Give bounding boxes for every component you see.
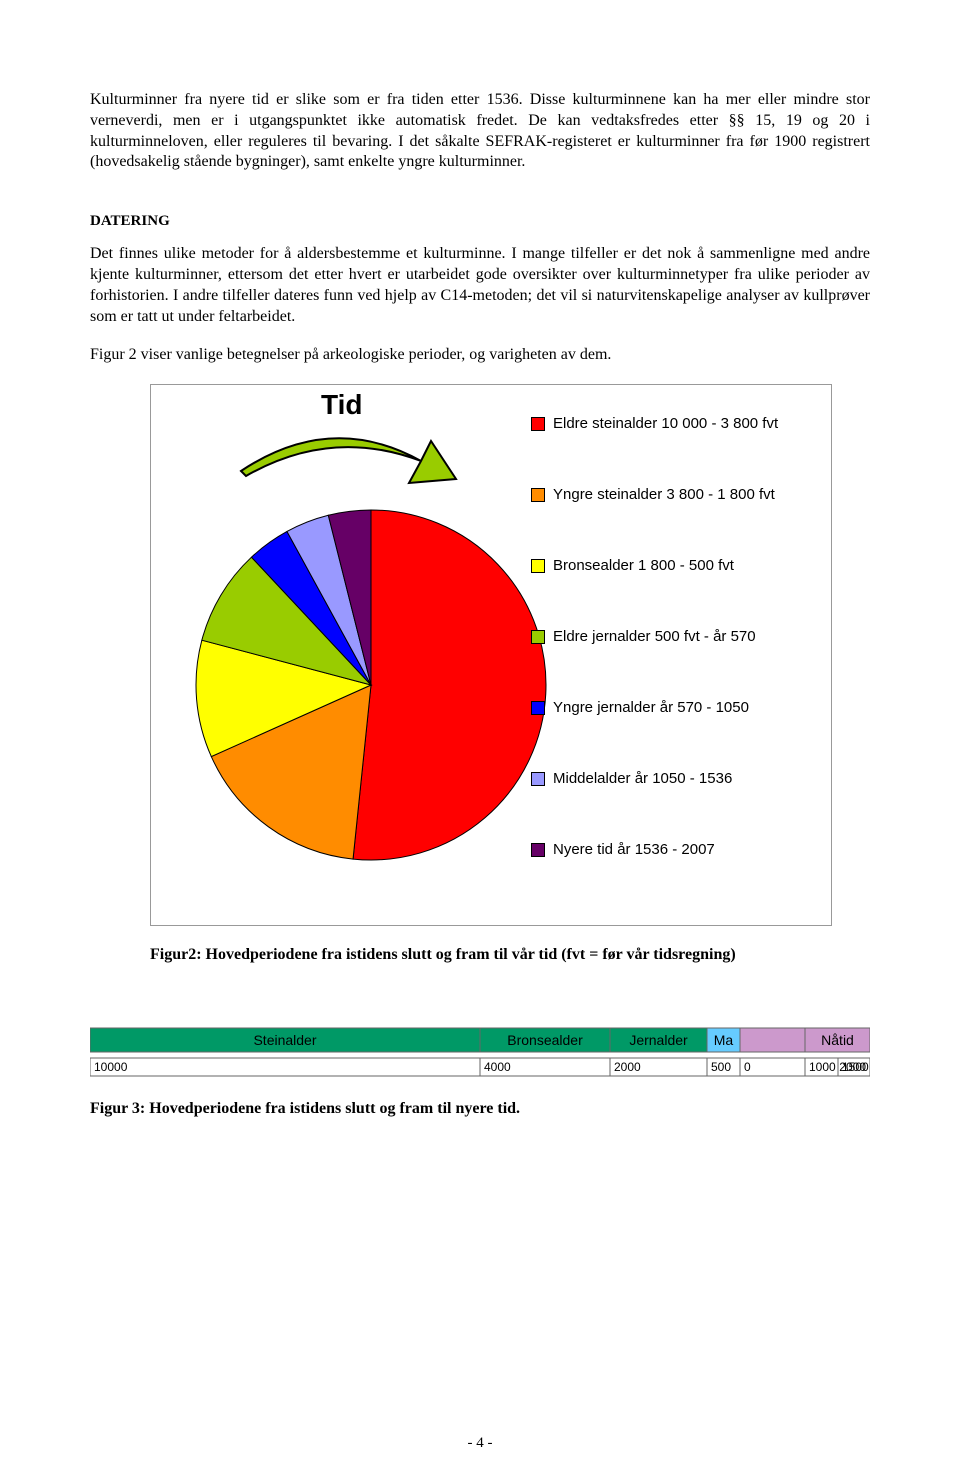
timeline-tick-label: 4000 — [484, 1060, 511, 1074]
timeline-tick-label: 0 — [744, 1060, 751, 1074]
legend-label: Yngre jernalder år 570 - 1050 — [553, 699, 749, 716]
legend-item: Yngre jernalder år 570 - 1050 — [531, 699, 821, 716]
legend-label: Bronsealder 1 800 - 500 fvt — [553, 557, 734, 574]
pie-legend: Eldre steinalder 10 000 - 3 800 fvt Yngre… — [531, 415, 821, 912]
timeline-segment-label: Steinalder — [253, 1032, 316, 1048]
timeline-segment-label: Bronsealder — [507, 1032, 583, 1048]
pie-chart — [181, 485, 561, 885]
legend-label: Eldre steinalder 10 000 - 3 800 fvt — [553, 415, 778, 432]
timeline-segment-label: Jernalder — [629, 1032, 688, 1048]
timeline-tick-label: 500 — [711, 1060, 731, 1074]
pie-chart-box: Tid Eldre steinalder 10 000 - 3 800 fvt Y… — [150, 384, 832, 926]
legend-item: Bronsealder 1 800 - 500 fvt — [531, 557, 821, 574]
legend-item: Eldre steinalder 10 000 - 3 800 fvt — [531, 415, 821, 432]
legend-item: Nyere tid år 1536 - 2007 — [531, 841, 821, 858]
legend-item: Eldre jernalder 500 fvt - år 570 — [531, 628, 821, 645]
figure3-caption: Figur 3: Hovedperiodene fra istidens slu… — [90, 1100, 870, 1118]
timeline-segment-label: Nåtid — [821, 1032, 854, 1048]
legend-label: Middelalder år 1050 - 1536 — [553, 770, 732, 787]
paragraph-datering-2: Figur 2 viser vanlige betegnelser på ark… — [90, 345, 870, 366]
legend-swatch — [531, 701, 545, 715]
legend-label: Nyere tid år 1536 - 2007 — [553, 841, 715, 858]
legend-swatch — [531, 488, 545, 502]
legend-item: Middelalder år 1050 - 1536 — [531, 770, 821, 787]
pie-title: Tid — [321, 389, 362, 421]
timeline-segment-label: Ma — [714, 1032, 734, 1048]
timeline-chart: Steinalder Bronsealder Jernalder Ma Nåtid 100… — [90, 1024, 870, 1094]
paragraph-intro: Kulturminner fra nyere tid er slike som … — [90, 90, 870, 173]
timeline-tick-label: 1000 — [809, 1060, 836, 1074]
time-arrow-icon — [201, 421, 461, 491]
legend-label: Yngre steinalder 3 800 - 1 800 fvt — [553, 486, 775, 503]
pie-slice — [353, 510, 546, 860]
legend-swatch — [531, 417, 545, 431]
page: Kulturminner fra nyere tid er slike som … — [0, 0, 960, 1472]
legend-swatch — [531, 772, 545, 786]
legend-swatch — [531, 843, 545, 857]
legend-swatch — [531, 630, 545, 644]
timeline-tick-label: 10000 — [94, 1060, 128, 1074]
heading-datering: DATERING — [90, 213, 870, 230]
timeline-tick-label: 2000 — [839, 1060, 866, 1074]
legend-label: Eldre jernalder 500 fvt - år 570 — [553, 628, 756, 645]
paragraph-datering-1: Det finnes ulike metoder for å aldersbes… — [90, 244, 870, 327]
page-number: - 4 - — [90, 1435, 870, 1452]
timeline-tick-label: 2000 — [614, 1060, 641, 1074]
legend-swatch — [531, 559, 545, 573]
timeline-segment — [740, 1028, 805, 1052]
legend-item: Yngre steinalder 3 800 - 1 800 fvt — [531, 486, 821, 503]
figure2-caption: Figur2: Hovedperiodene fra istidens slut… — [150, 946, 870, 964]
